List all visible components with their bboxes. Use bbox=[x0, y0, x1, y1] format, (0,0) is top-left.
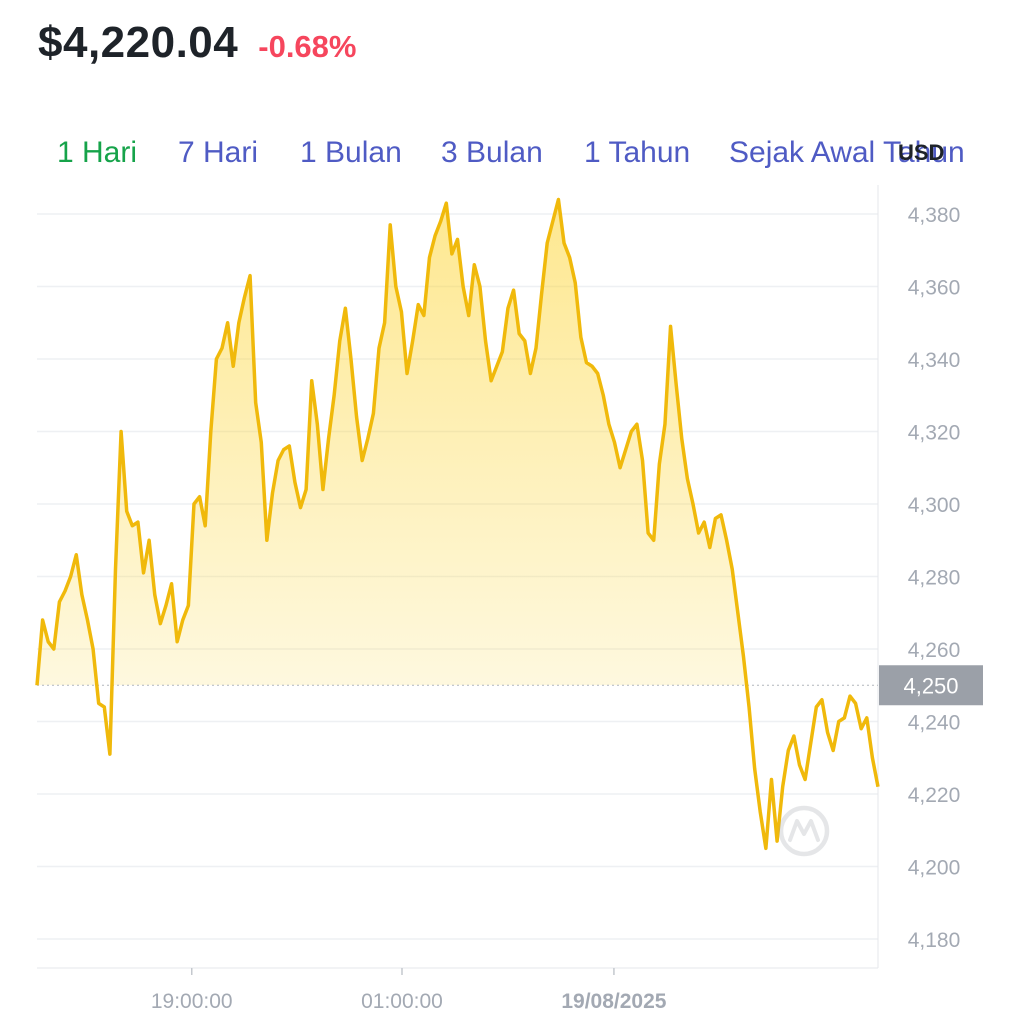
tab-1-bulan[interactable]: 1 Bulan bbox=[300, 136, 402, 169]
current-price: $4,220.04 bbox=[38, 18, 239, 67]
y-tick-label: 4,180 bbox=[908, 929, 961, 952]
reference-label: 4,250 bbox=[879, 665, 983, 706]
y-tick-label: 4,240 bbox=[908, 712, 961, 735]
watermark-logo bbox=[778, 805, 830, 857]
price-change-percent: -0.68% bbox=[258, 29, 357, 64]
x-tick-label: 19/08/2025 bbox=[561, 990, 666, 1013]
reference-value: 4,250 bbox=[903, 673, 958, 698]
tab-1-tahun[interactable]: 1 Tahun bbox=[584, 136, 691, 169]
y-tick-label: 4,360 bbox=[908, 277, 961, 300]
currency-label: USD bbox=[898, 140, 945, 165]
y-axis-ticks: 4,180 4,200 4,220 4,240 4,260 4,280 4,300 4,320… bbox=[908, 204, 961, 952]
price-header: $4,220.04 -0.68% bbox=[38, 18, 356, 68]
x-tick-label: 01:00:00 bbox=[361, 990, 443, 1013]
y-tick-label: 4,260 bbox=[908, 639, 961, 662]
timeframe-tabs: 1 Hari 7 Hari 1 Bulan 3 Bulan 1 Tahun Se… bbox=[0, 136, 1019, 176]
y-tick-label: 4,300 bbox=[908, 494, 961, 517]
price-area-fill bbox=[37, 199, 878, 686]
x-tick-label: 19:00:00 bbox=[151, 990, 233, 1013]
y-tick-label: 4,320 bbox=[908, 422, 961, 445]
y-tick-label: 4,200 bbox=[908, 857, 961, 880]
y-tick-label: 4,340 bbox=[908, 349, 961, 372]
y-tick-label: 4,220 bbox=[908, 784, 961, 807]
x-axis-ticks: 19:00:00 01:00:00 19/08/2025 bbox=[151, 968, 667, 1013]
price-line bbox=[35, 197, 880, 851]
y-tick-label: 4,280 bbox=[908, 567, 961, 590]
tab-1-hari[interactable]: 1 Hari bbox=[57, 136, 138, 169]
tab-3-bulan[interactable]: 3 Bulan bbox=[441, 136, 543, 169]
tab-7-hari[interactable]: 7 Hari bbox=[178, 136, 259, 169]
y-tick-label: 4,380 bbox=[908, 204, 961, 227]
tab-sejak-awal-tahun[interactable]: Sejak Awal Tahun bbox=[729, 136, 965, 169]
